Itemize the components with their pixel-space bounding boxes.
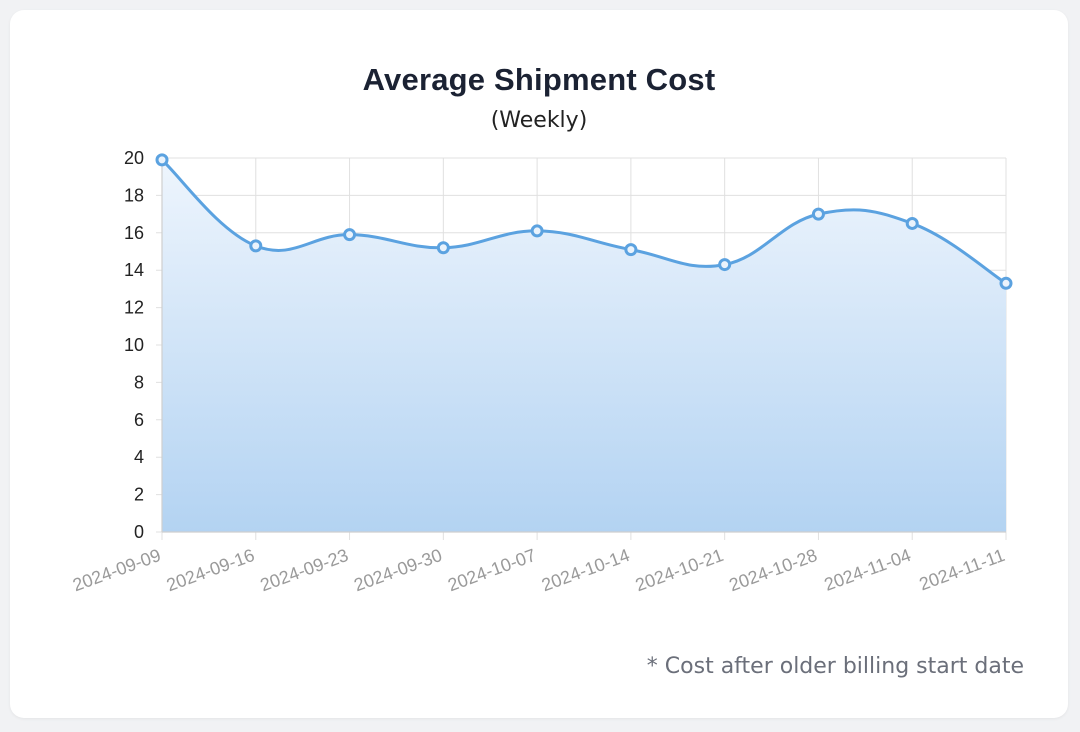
x-tick-label: 2024-10-21	[633, 545, 726, 595]
y-tick-label: 14	[124, 260, 144, 280]
data-point[interactable]	[718, 258, 732, 272]
data-point[interactable]	[436, 241, 450, 255]
data-point[interactable]	[624, 243, 638, 257]
y-tick-label: 18	[124, 185, 144, 205]
x-tick-label: 2024-09-30	[351, 545, 444, 595]
y-tick-label: 10	[124, 335, 144, 355]
data-point[interactable]	[249, 239, 263, 253]
data-point[interactable]	[811, 207, 825, 221]
y-tick-label: 8	[134, 372, 144, 392]
y-tick-label: 12	[124, 298, 144, 318]
y-tick-label: 4	[134, 447, 144, 467]
y-tick-label: 2	[134, 485, 144, 505]
data-point[interactable]	[999, 276, 1013, 290]
x-tick-label: 2024-09-16	[164, 545, 257, 595]
data-point[interactable]	[155, 153, 169, 167]
series-area-fill	[162, 159, 1006, 532]
x-tick-label: 2024-09-23	[258, 545, 351, 595]
series-line	[160, 158, 1007, 285]
x-tick-label: 2024-11-04	[821, 545, 913, 595]
data-point[interactable]	[905, 216, 919, 230]
chart-subtitle: (Weekly)	[490, 108, 588, 133]
y-tick-label: 6	[134, 410, 144, 430]
data-point[interactable]	[343, 228, 357, 242]
data-point[interactable]	[530, 224, 544, 238]
x-tick-label: 2024-09-09	[70, 545, 163, 595]
y-tick-label: 16	[124, 223, 144, 243]
x-tick-label: 2024-10-14	[539, 545, 632, 595]
x-tick-label: 2024-10-07	[445, 545, 538, 595]
x-tick-label: 2024-10-28	[726, 545, 819, 595]
y-tick-label: 0	[134, 522, 144, 542]
chart-title: Average Shipment Cost	[362, 62, 716, 97]
chart-footnote: * Cost after older billing start date	[646, 654, 1024, 679]
y-tick-label: 20	[124, 148, 144, 168]
x-tick-label: 2024-11-11	[917, 545, 1008, 594]
